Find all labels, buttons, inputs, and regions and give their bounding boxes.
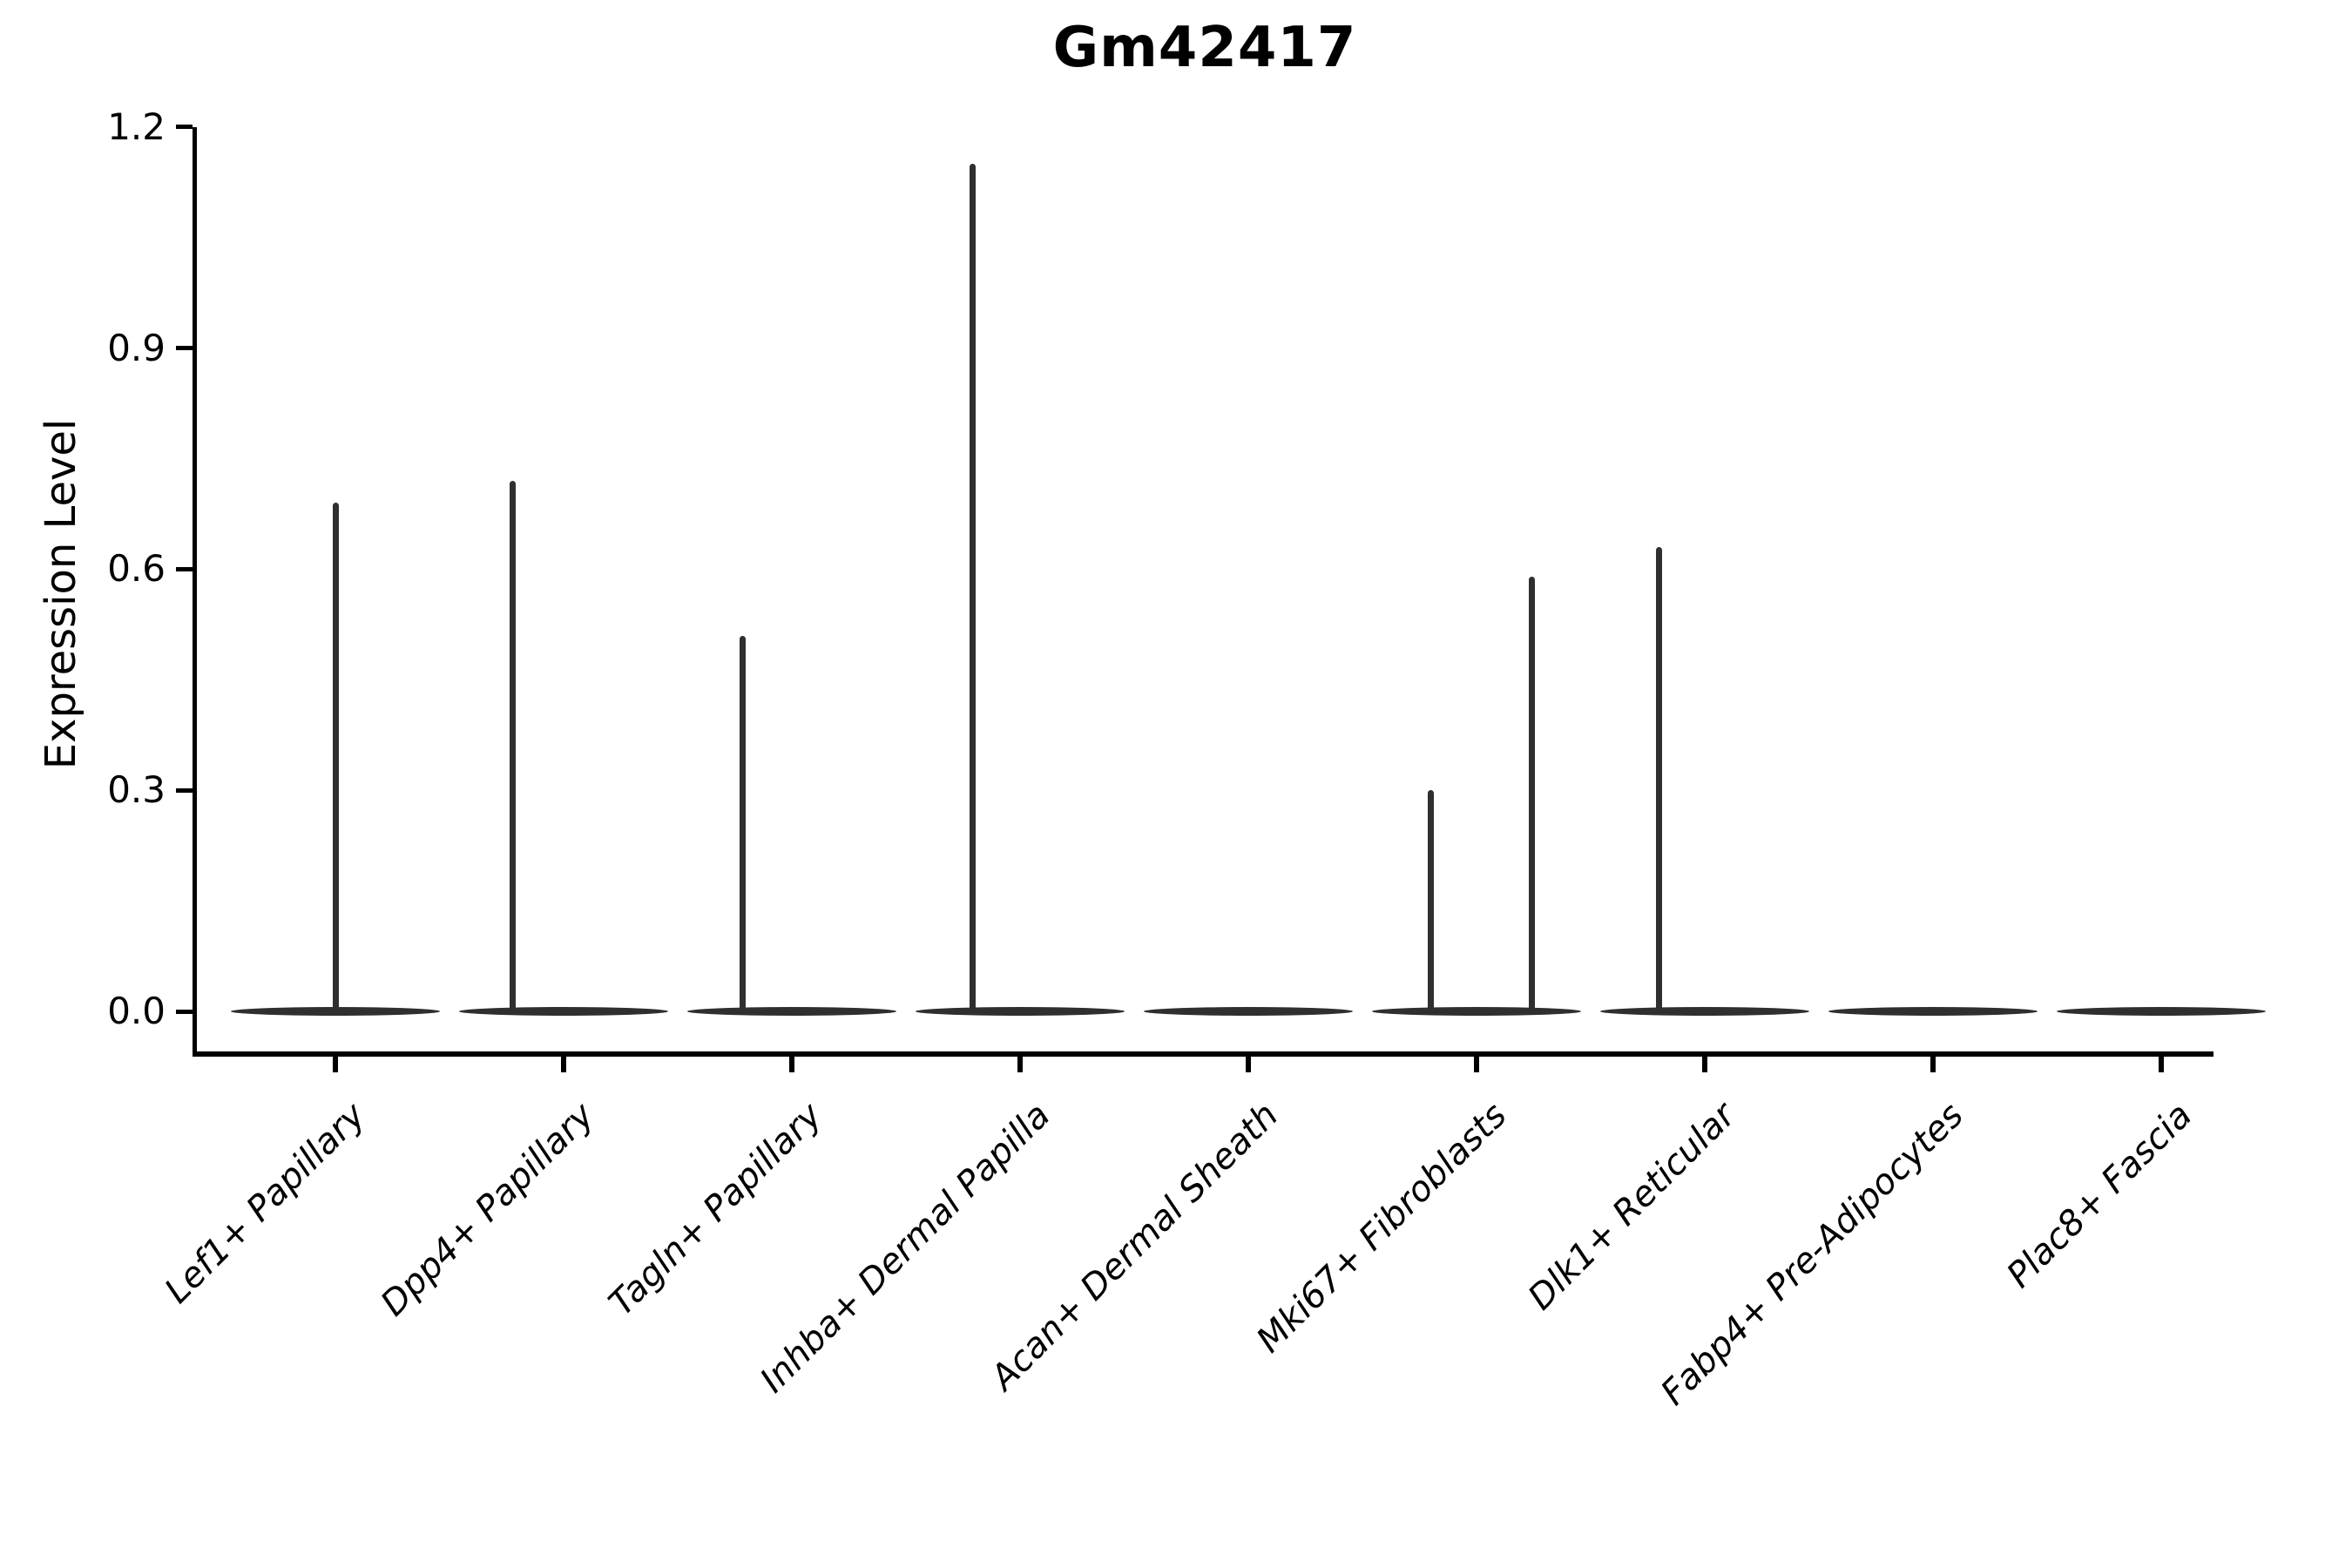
y-tick-mark bbox=[176, 1009, 193, 1014]
violin-base bbox=[1828, 1007, 2038, 1016]
x-tick-mark bbox=[2159, 1057, 2164, 1072]
y-tick-mark bbox=[176, 787, 193, 793]
x-tick-label: Lef1+ Papillary bbox=[157, 1095, 374, 1312]
x-tick-label: Plac8+ Fascia bbox=[1998, 1095, 2200, 1296]
chart-title: Gm42417 bbox=[1052, 16, 1357, 80]
y-axis-spine bbox=[193, 127, 197, 1054]
x-tick-label: Tagln+ Papillary bbox=[601, 1095, 830, 1324]
x-axis-spine bbox=[193, 1051, 2213, 1057]
violin-spike bbox=[332, 503, 339, 1011]
violin-spike bbox=[1528, 576, 1535, 1011]
y-tick-mark bbox=[176, 346, 193, 351]
x-tick-mark bbox=[333, 1057, 338, 1072]
violin-base bbox=[1372, 1007, 1581, 1016]
x-tick-mark bbox=[1930, 1057, 1936, 1072]
violin-base bbox=[687, 1007, 896, 1016]
y-tick-mark bbox=[176, 566, 193, 571]
violin-base bbox=[231, 1007, 440, 1016]
violin-spike bbox=[1427, 790, 1434, 1011]
violin-base bbox=[2057, 1007, 2266, 1016]
x-tick-mark bbox=[1246, 1057, 1251, 1072]
violin-spike bbox=[739, 635, 746, 1011]
violin-spike bbox=[509, 480, 516, 1011]
x-tick-mark bbox=[561, 1057, 566, 1072]
violin-base bbox=[1144, 1007, 1353, 1016]
y-tick-label: 0.0 bbox=[107, 990, 166, 1032]
y-tick-label: 0.9 bbox=[107, 326, 166, 369]
y-tick-label: 0.6 bbox=[107, 547, 166, 591]
violin-spike bbox=[969, 164, 976, 1011]
violin-base bbox=[916, 1007, 1125, 1016]
x-tick-label: Dpp4+ Papillary bbox=[373, 1095, 602, 1324]
x-tick-mark bbox=[1702, 1057, 1707, 1072]
violin-base bbox=[459, 1007, 668, 1016]
x-tick-label: Dlk1+ Reticular bbox=[1520, 1095, 1743, 1318]
x-tick-mark bbox=[1017, 1057, 1023, 1072]
y-tick-label: 1.2 bbox=[107, 105, 166, 148]
violin-base bbox=[1600, 1007, 1809, 1016]
y-tick-label: 0.3 bbox=[107, 768, 166, 812]
y-tick-mark bbox=[176, 125, 193, 130]
x-tick-mark bbox=[1474, 1057, 1479, 1072]
violin-spike bbox=[1655, 547, 1662, 1011]
x-tick-mark bbox=[789, 1057, 794, 1072]
x-tick-label: Mki67+ Fibroblasts bbox=[1249, 1095, 1515, 1361]
